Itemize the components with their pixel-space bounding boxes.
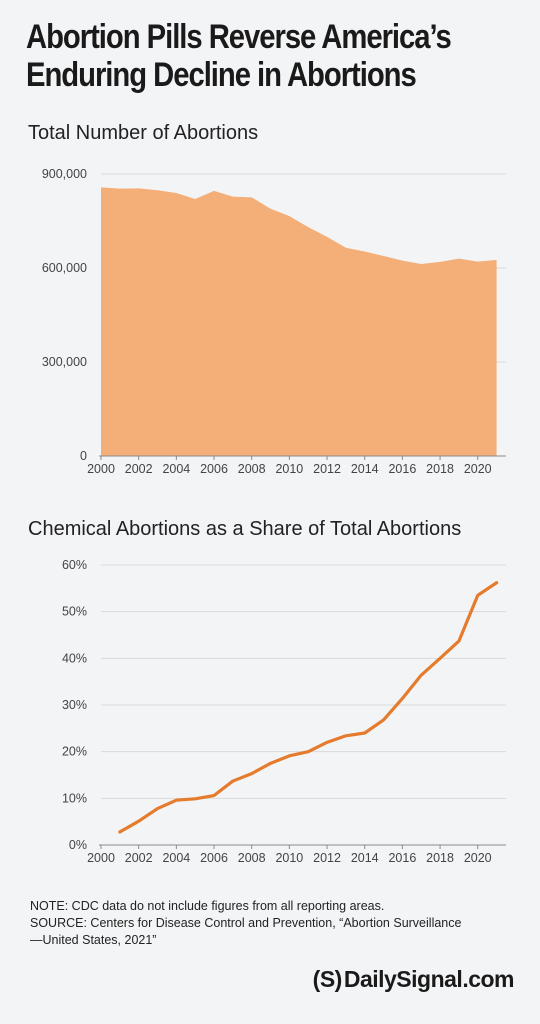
line-series	[118, 581, 499, 834]
x-tick-label: 2016	[388, 462, 416, 476]
x-tick-label: 2012	[313, 851, 341, 865]
y-tick-label: 50%	[62, 605, 87, 619]
x-tick-label: 2016	[388, 851, 416, 865]
page-title-line-1: Abortion Pills Reverse America’s	[26, 18, 452, 56]
total-abortions-area-chart: 0 300,000 600,000 900,000 2000 2002 2004 2006 20…	[42, 167, 506, 476]
x-tick-label: 2018	[426, 851, 454, 865]
x-tick-label: 2020	[464, 851, 492, 865]
notes: NOTE: CDC data do not include figures fr…	[30, 898, 520, 949]
y-tick-label: 20%	[62, 745, 87, 759]
page-title: Abortion Pills Reverse America’s Endurin…	[26, 18, 456, 94]
x-tick-label: 2008	[238, 462, 266, 476]
x-tick-label: 2018	[426, 462, 454, 476]
y-tick-label: 900,000	[42, 167, 87, 181]
chart1-title: Total Number of Abortions	[28, 122, 259, 144]
page-title-line-2: Enduring Decline in Abortions	[26, 56, 417, 94]
y-tick-label: 10%	[62, 791, 87, 805]
x-tick-label: 2012	[313, 462, 341, 476]
chart2-title: Chemical Abortions as a Share of Total A…	[28, 518, 462, 540]
x-tick-label: 2010	[275, 851, 303, 865]
x-tick-label: 2008	[238, 851, 266, 865]
y-tick-label: 30%	[62, 698, 87, 712]
logo-text: DailySignal.com	[343, 966, 515, 992]
x-tick-label: 2004	[162, 851, 190, 865]
y-tick-label: 60%	[62, 558, 87, 572]
y-tick-label: 600,000	[42, 261, 87, 275]
x-tick-label: 2000	[87, 462, 115, 476]
x-tick-label: 2014	[351, 851, 379, 865]
y-tick-label: 300,000	[42, 355, 87, 369]
signal-logo-mark: (S)	[312, 966, 343, 992]
source-text-line-2: —United States, 2021”	[30, 933, 157, 947]
source-text-line-1: SOURCE: Centers for Disease Control and …	[30, 916, 462, 930]
y-tick-label: 40%	[62, 651, 87, 665]
area-series	[101, 187, 497, 456]
x-tick-label: 2010	[275, 462, 303, 476]
x-tick-label: 2006	[200, 462, 228, 476]
x-tick-label: 2006	[200, 851, 228, 865]
x-tick-label: 2004	[162, 462, 190, 476]
x-tick-label: 2002	[125, 851, 153, 865]
x-tick-label: 2000	[87, 851, 115, 865]
y-tick-label: 0	[80, 449, 87, 463]
y-tick-label: 0%	[69, 838, 87, 852]
chemical-share-line-chart: 0% 10% 20% 30% 40% 50% 60% 2000 2002 2004 2006 2008…	[62, 558, 506, 865]
x-tick-label: 2002	[125, 462, 153, 476]
note-text: NOTE: CDC data do not include figures fr…	[30, 899, 385, 913]
x-tick-label: 2020	[464, 462, 492, 476]
daily-signal-logo: (S) DailySignal.com	[312, 966, 515, 993]
x-tick-label: 2014	[351, 462, 379, 476]
